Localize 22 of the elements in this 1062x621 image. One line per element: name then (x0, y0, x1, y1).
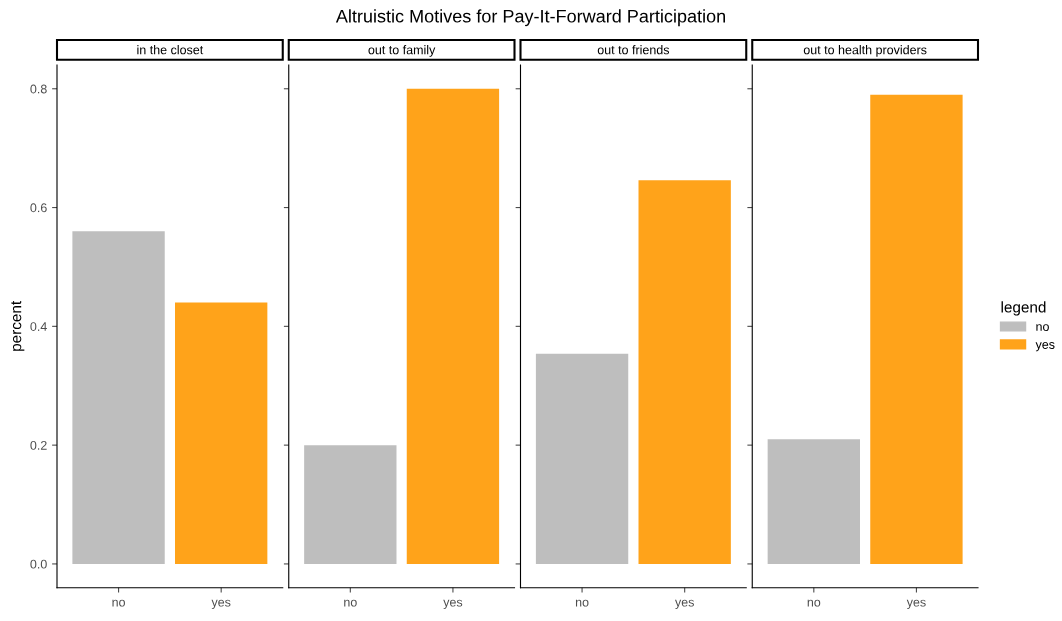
legend-label: no (1036, 324, 1049, 331)
x-tick-label: no (344, 599, 357, 607)
x-tick-label: no (807, 599, 821, 607)
text: Altruistic Motives for Pay-It-Forward Participation (335, 9, 725, 27)
chart-title: in the closet (137, 45, 204, 55)
y-tick-label: 0.4 (30, 322, 47, 331)
x-tick-label: no (112, 599, 125, 607)
y-tick-label: 0.0 (30, 559, 47, 569)
y-tick-label: 0.2 (30, 440, 47, 450)
x-tick-label: yes (674, 599, 694, 610)
x-tick-label: yes (211, 599, 231, 610)
x-tick-label: no (575, 599, 589, 607)
y-tick-label: 0.6 (30, 203, 47, 213)
y-tick-label: 0.8 (30, 84, 47, 94)
x-tick-label: yes (443, 599, 463, 610)
chart-title: out to health providers (803, 45, 927, 57)
x-tick-label: yes (906, 599, 926, 610)
chart-title: out to friends (597, 45, 670, 55)
y-axis-title: percent (11, 300, 25, 351)
chart-title: out to family (368, 45, 436, 57)
legend-title: legend (1001, 301, 1046, 316)
legend-label: yes (1035, 342, 1055, 352)
